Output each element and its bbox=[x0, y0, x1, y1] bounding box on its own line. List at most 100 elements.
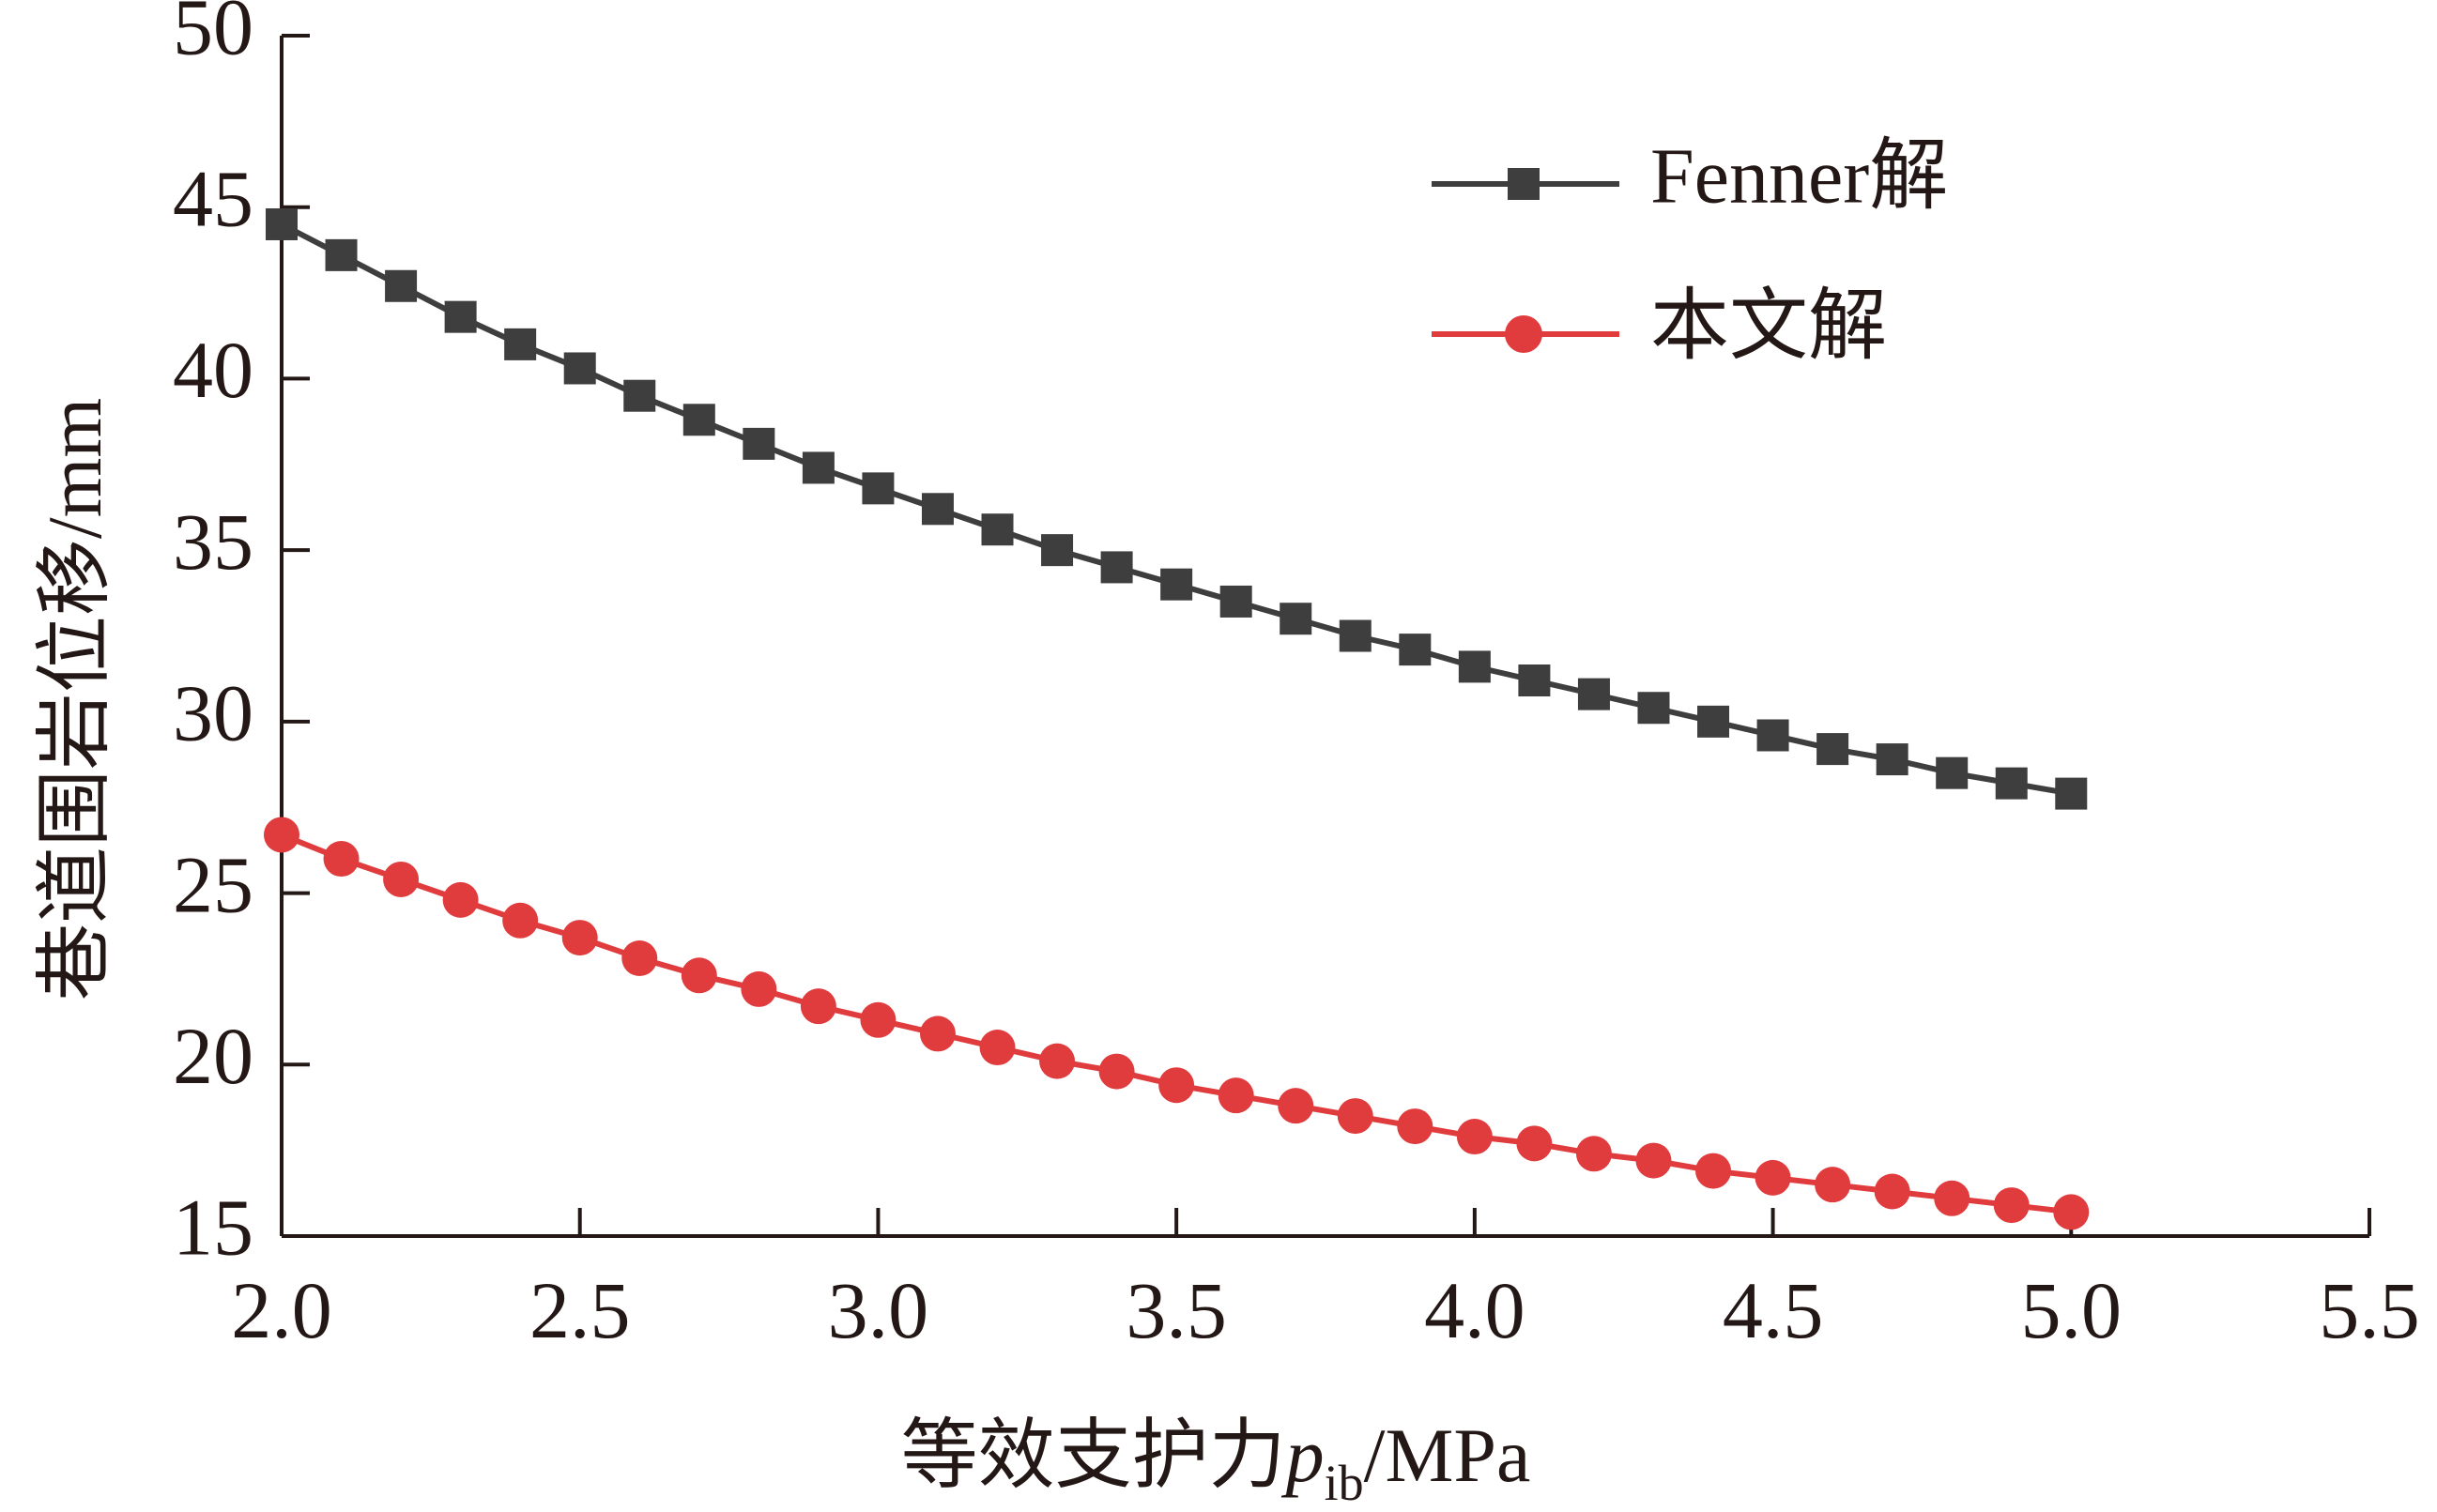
data-point bbox=[1280, 603, 1312, 635]
data-point bbox=[623, 379, 656, 412]
data-point bbox=[1993, 1187, 2030, 1224]
x-axis-title: 等效支护力pib/MPa bbox=[901, 1413, 1531, 1507]
data-point bbox=[1337, 1098, 1373, 1135]
data-point bbox=[385, 269, 418, 302]
x-axis-title-subscript: ib bbox=[1325, 1455, 1364, 1507]
data-point bbox=[1160, 568, 1193, 601]
data-point bbox=[1516, 1125, 1553, 1162]
data-point bbox=[681, 957, 717, 994]
y-axis-ticks: 15 20 25 30 35 40 45 50 bbox=[173, 0, 310, 1273]
data-point bbox=[1577, 678, 1610, 710]
x-axis-title-text: 等效支护力 bbox=[901, 1413, 1286, 1498]
data-point bbox=[1518, 664, 1551, 697]
x-axis-title-unit: /MPa bbox=[1364, 1413, 1531, 1498]
y-tick-label: 50 bbox=[173, 0, 253, 72]
data-point bbox=[1399, 634, 1432, 666]
x-axis-ticks: 2.0 2.5 3.0 3.5 4.0 4.5 5.0 5.5 bbox=[231, 1208, 2420, 1355]
y-tick-label: 40 bbox=[173, 325, 253, 415]
x-tick-label: 4.5 bbox=[1723, 1265, 1824, 1355]
data-point bbox=[264, 817, 299, 853]
data-point bbox=[325, 238, 358, 271]
data-point bbox=[621, 940, 658, 977]
data-point bbox=[1458, 650, 1491, 683]
x-tick-label: 5.5 bbox=[2319, 1265, 2420, 1355]
data-point bbox=[1815, 1167, 1851, 1203]
data-point bbox=[563, 352, 596, 385]
data-point bbox=[1218, 1077, 1254, 1114]
x-tick-label: 3.0 bbox=[828, 1265, 929, 1355]
data-point bbox=[1456, 1119, 1493, 1155]
x-tick-label: 4.0 bbox=[1424, 1265, 1525, 1355]
data-point bbox=[1695, 1153, 1732, 1189]
data-point bbox=[504, 328, 537, 360]
data-point bbox=[1039, 1043, 1076, 1079]
x-axis-title-symbol: p bbox=[1281, 1413, 1325, 1498]
data-point bbox=[802, 451, 835, 484]
data-point bbox=[502, 902, 539, 939]
data-point bbox=[1874, 1173, 1910, 1210]
data-point bbox=[743, 427, 775, 460]
data-point bbox=[800, 988, 836, 1025]
axes bbox=[280, 36, 2369, 1238]
data-point bbox=[323, 841, 360, 878]
series-layer bbox=[264, 207, 2090, 1230]
legend-label: Fenner解 bbox=[1650, 132, 1948, 220]
y-tick-label: 15 bbox=[173, 1183, 253, 1273]
y-axis-title: 巷道围岩位移/mm bbox=[32, 398, 117, 1000]
data-point bbox=[1100, 551, 1133, 584]
data-point bbox=[981, 513, 1014, 546]
data-point bbox=[1936, 756, 1969, 789]
data-point bbox=[1339, 619, 1372, 652]
series-line bbox=[280, 832, 2072, 1215]
x-tick-label: 2.0 bbox=[231, 1265, 332, 1355]
data-point bbox=[2055, 777, 2088, 810]
data-point bbox=[1278, 1088, 1314, 1124]
data-point bbox=[1219, 585, 1252, 618]
x-tick-label: 5.0 bbox=[2021, 1265, 2123, 1355]
data-point bbox=[1041, 534, 1074, 567]
data-point bbox=[1876, 743, 1908, 776]
data-point bbox=[1697, 705, 1730, 738]
series-1 bbox=[266, 207, 2088, 810]
legend-label: 本文解 bbox=[1650, 283, 1887, 370]
series-2 bbox=[264, 817, 2090, 1230]
data-point bbox=[2053, 1194, 2090, 1230]
data-point bbox=[1575, 1136, 1612, 1172]
data-point bbox=[1816, 733, 1849, 766]
y-tick-label: 20 bbox=[173, 1011, 253, 1101]
data-point bbox=[919, 1016, 956, 1052]
legend-item-2: 本文解 bbox=[1432, 283, 1887, 370]
data-point bbox=[383, 861, 420, 897]
data-point bbox=[682, 404, 715, 436]
y-tick-label: 25 bbox=[173, 839, 253, 929]
data-point bbox=[1756, 719, 1789, 752]
legend-item-1: Fenner解 bbox=[1432, 132, 1948, 220]
x-tick-label: 2.5 bbox=[529, 1265, 631, 1355]
data-point bbox=[561, 920, 598, 956]
data-point bbox=[1098, 1053, 1135, 1090]
y-tick-label: 35 bbox=[173, 496, 253, 587]
data-point bbox=[444, 300, 477, 333]
data-point bbox=[741, 970, 777, 1007]
data-point bbox=[1755, 1159, 1791, 1196]
data-point bbox=[1995, 767, 2028, 800]
y-tick-label: 45 bbox=[173, 153, 253, 243]
data-point bbox=[1158, 1067, 1195, 1104]
legend-marker bbox=[1508, 168, 1540, 200]
data-point bbox=[1397, 1108, 1433, 1145]
data-point bbox=[1934, 1180, 1970, 1216]
y-tick-label: 30 bbox=[173, 668, 253, 758]
x-tick-label: 3.5 bbox=[1126, 1265, 1227, 1355]
data-point bbox=[860, 1001, 897, 1038]
data-point bbox=[1637, 692, 1670, 725]
data-point bbox=[1635, 1142, 1672, 1179]
data-point bbox=[266, 207, 298, 240]
data-point bbox=[862, 472, 895, 505]
data-point bbox=[979, 1030, 1016, 1066]
data-point bbox=[442, 881, 479, 918]
legend-marker bbox=[1505, 315, 1542, 353]
data-point bbox=[921, 493, 954, 526]
